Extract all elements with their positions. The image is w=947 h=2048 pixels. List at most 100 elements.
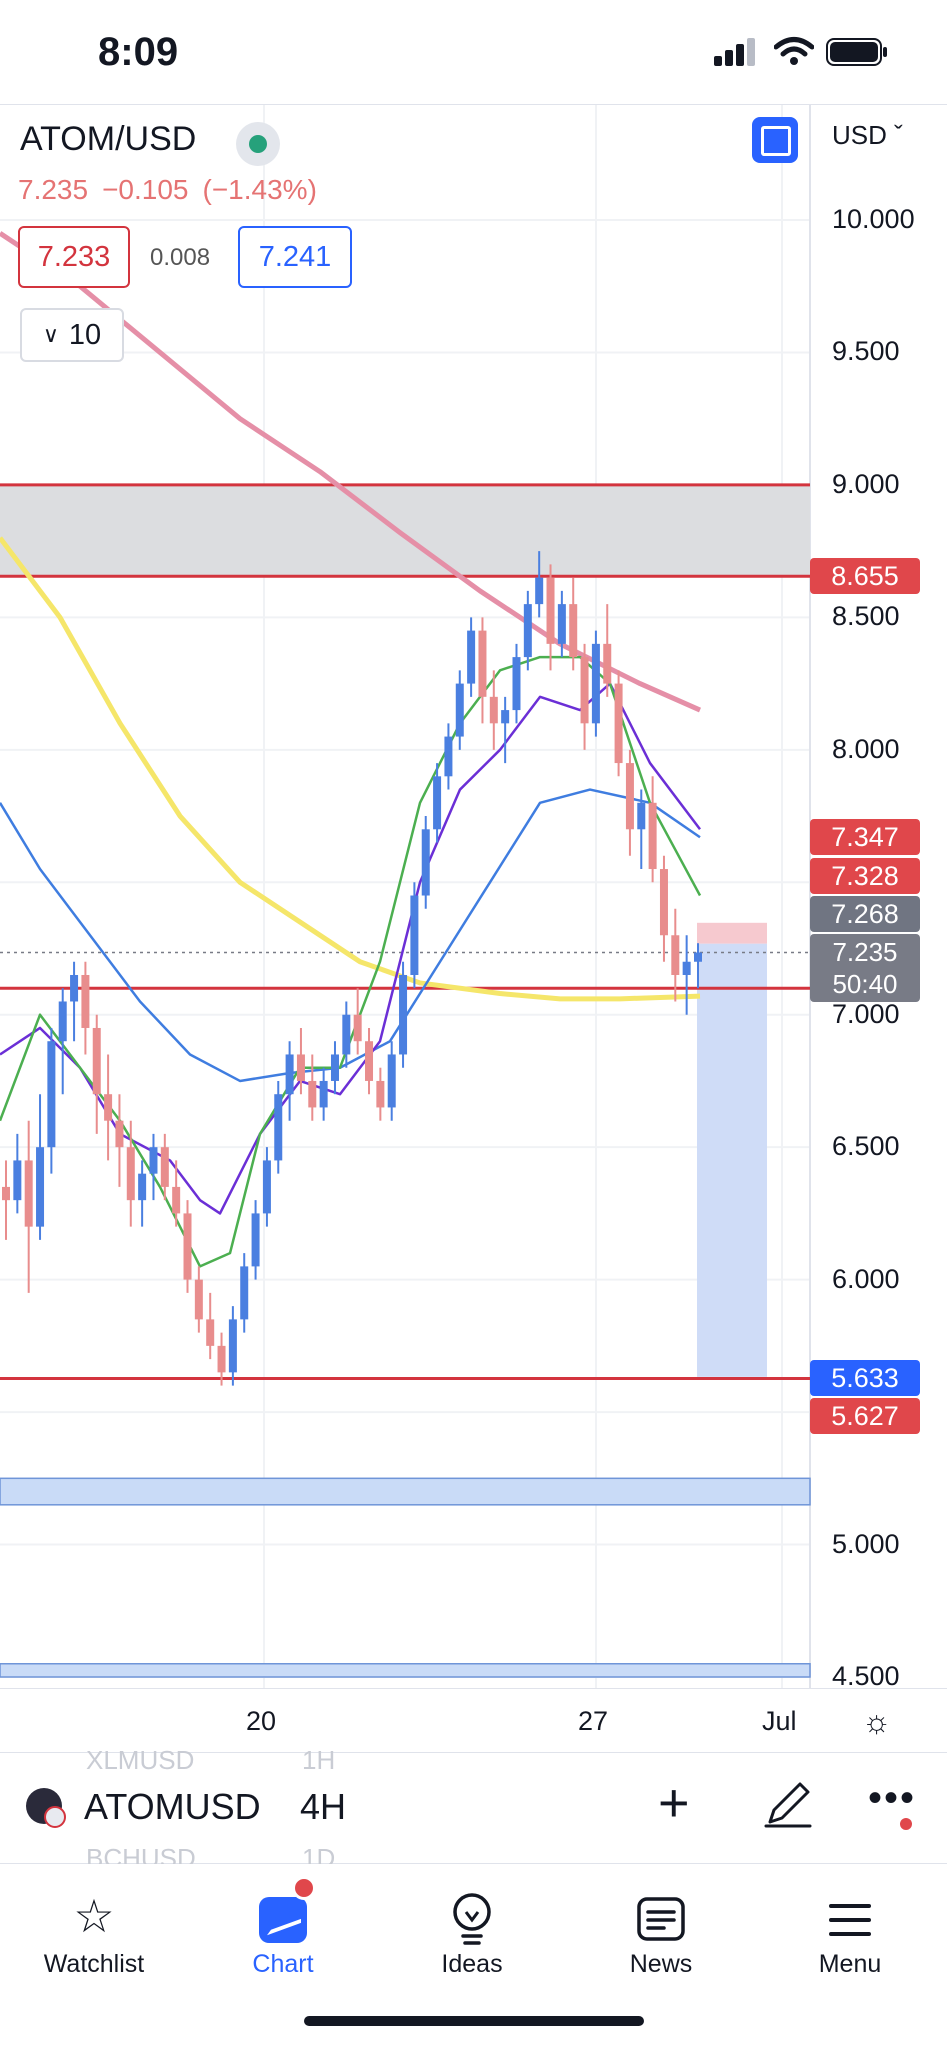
candle-body bbox=[557, 604, 566, 644]
position-stop-zone bbox=[697, 922, 767, 944]
buy-button[interactable]: 7.241 bbox=[238, 226, 352, 288]
chart-badge-dot bbox=[292, 1876, 316, 1900]
candle-body bbox=[671, 935, 680, 975]
tab-watchlist[interactable]: ☆ Watchlist bbox=[14, 1886, 174, 1979]
candle-body bbox=[217, 1345, 226, 1373]
price-tag: 5.633 bbox=[810, 1360, 920, 1396]
tab-news[interactable]: News bbox=[581, 1886, 741, 1979]
time-label-jul: Jul bbox=[762, 1706, 797, 1736]
tab-chart[interactable]: Chart bbox=[203, 1886, 363, 1979]
chevron-down-icon: ∨ bbox=[42, 322, 59, 347]
currency-label: USD bbox=[832, 120, 887, 150]
price-chart[interactable] bbox=[0, 105, 947, 1690]
candle-body bbox=[455, 683, 464, 737]
tab-watchlist-label: Watchlist bbox=[43, 1950, 145, 1978]
candle-body bbox=[399, 974, 408, 1055]
candle-body bbox=[126, 1147, 135, 1201]
star-icon: ☆ bbox=[73, 1890, 115, 1942]
candle-body bbox=[104, 1094, 113, 1121]
tab-ideas[interactable]: Ideas bbox=[392, 1886, 552, 1979]
chart-settings-icon[interactable]: ☼ bbox=[862, 1703, 892, 1739]
change-text: −0.105 bbox=[102, 174, 189, 205]
tab-news-label: News bbox=[629, 1950, 693, 1978]
price-axis-label: 9.000 bbox=[832, 468, 900, 499]
candle-body bbox=[183, 1213, 192, 1280]
candle-body bbox=[421, 829, 430, 896]
candle-body bbox=[36, 1147, 45, 1227]
candle-body bbox=[206, 1319, 215, 1346]
candle-body bbox=[296, 1054, 305, 1081]
candle-body bbox=[172, 1186, 181, 1214]
candle-body bbox=[489, 696, 498, 724]
status-time: 8:09 bbox=[98, 30, 179, 74]
price-axis-label: 8.500 bbox=[832, 601, 900, 632]
candle-body bbox=[444, 736, 453, 777]
candle-body bbox=[138, 1173, 147, 1201]
candle-body bbox=[569, 604, 578, 658]
drawing-tools-icon[interactable] bbox=[762, 1778, 814, 1830]
price-axis-label: 4.500 bbox=[832, 1661, 900, 1691]
candle-body bbox=[467, 630, 476, 684]
candle-body bbox=[228, 1319, 237, 1373]
candle-body bbox=[70, 974, 79, 1002]
candle-body bbox=[47, 1041, 56, 1148]
price-tag: 8.655 bbox=[810, 558, 920, 595]
position-target-zone bbox=[697, 943, 767, 1377]
bottom-tab-bar: ☆ Watchlist Chart Ideas News Menu bbox=[0, 1864, 947, 2048]
more-options-icon[interactable]: ••• bbox=[868, 1776, 917, 1820]
candle-body bbox=[591, 643, 600, 724]
tab-menu[interactable]: Menu bbox=[770, 1886, 930, 1979]
price-axis-label: 5.000 bbox=[832, 1528, 900, 1559]
price-tag: 5.627 bbox=[810, 1398, 920, 1434]
candle-body bbox=[285, 1054, 294, 1095]
support-zone-low bbox=[0, 1663, 811, 1678]
ghost-symbol-above: XLMUSD bbox=[86, 1745, 195, 1775]
candle-body bbox=[580, 657, 589, 724]
price-axis-label: 6.500 bbox=[832, 1131, 900, 1162]
indicators-count: 10 bbox=[68, 318, 102, 351]
time-label-27: 27 bbox=[578, 1706, 609, 1736]
candle-body bbox=[478, 630, 487, 697]
candle-body bbox=[13, 1160, 22, 1201]
currency-select[interactable]: USD ˇ bbox=[832, 120, 903, 150]
newspaper-icon bbox=[581, 1886, 741, 1946]
tab-menu-label: Menu bbox=[818, 1950, 882, 1978]
header-divider bbox=[0, 104, 947, 105]
add-indicator-icon[interactable]: + bbox=[658, 1773, 690, 1833]
chart-area[interactable] bbox=[0, 105, 947, 1750]
symbol-title[interactable]: ATOM/USD bbox=[20, 120, 197, 158]
candle-body bbox=[2, 1186, 10, 1201]
signal-icon bbox=[714, 38, 755, 66]
candle-body bbox=[149, 1147, 158, 1174]
candle-body bbox=[58, 1001, 67, 1042]
bar-countdown: 50:40 bbox=[832, 969, 898, 999]
home-indicator bbox=[304, 2016, 644, 2026]
hamburger-icon bbox=[770, 1886, 930, 1946]
symbol-picker[interactable]: ATOMUSD bbox=[84, 1786, 261, 1827]
time-label-20: 20 bbox=[246, 1706, 277, 1736]
sell-button[interactable]: 7.233 bbox=[18, 226, 130, 288]
candle-body bbox=[512, 657, 521, 711]
resistance-zone bbox=[0, 484, 810, 577]
tab-chart-label: Chart bbox=[252, 1950, 314, 1978]
candle-body bbox=[262, 1160, 271, 1214]
candle-body bbox=[625, 763, 634, 830]
interval-picker[interactable]: 4H bbox=[300, 1786, 347, 1827]
candle-body bbox=[535, 577, 544, 605]
price-axis-label: 7.000 bbox=[832, 998, 900, 1029]
ghost-interval-above: 1H bbox=[302, 1745, 336, 1775]
candle-body bbox=[365, 1041, 374, 1081]
indicators-toggle-button[interactable]: ∨ 10 bbox=[20, 308, 124, 362]
price-tag: 7.328 bbox=[810, 858, 920, 894]
candle-body bbox=[353, 1014, 362, 1042]
candle-body bbox=[614, 683, 623, 764]
candle-body bbox=[308, 1080, 317, 1108]
candle-body bbox=[694, 952, 702, 962]
candle-body bbox=[274, 1094, 283, 1161]
candle-body bbox=[81, 974, 90, 1028]
fullscreen-icon[interactable] bbox=[752, 117, 798, 163]
change-pct-text: (−1.43%) bbox=[202, 174, 317, 205]
candle-body bbox=[251, 1213, 260, 1267]
last-price-value: 7.235 bbox=[832, 937, 898, 967]
candle-body bbox=[603, 643, 612, 684]
